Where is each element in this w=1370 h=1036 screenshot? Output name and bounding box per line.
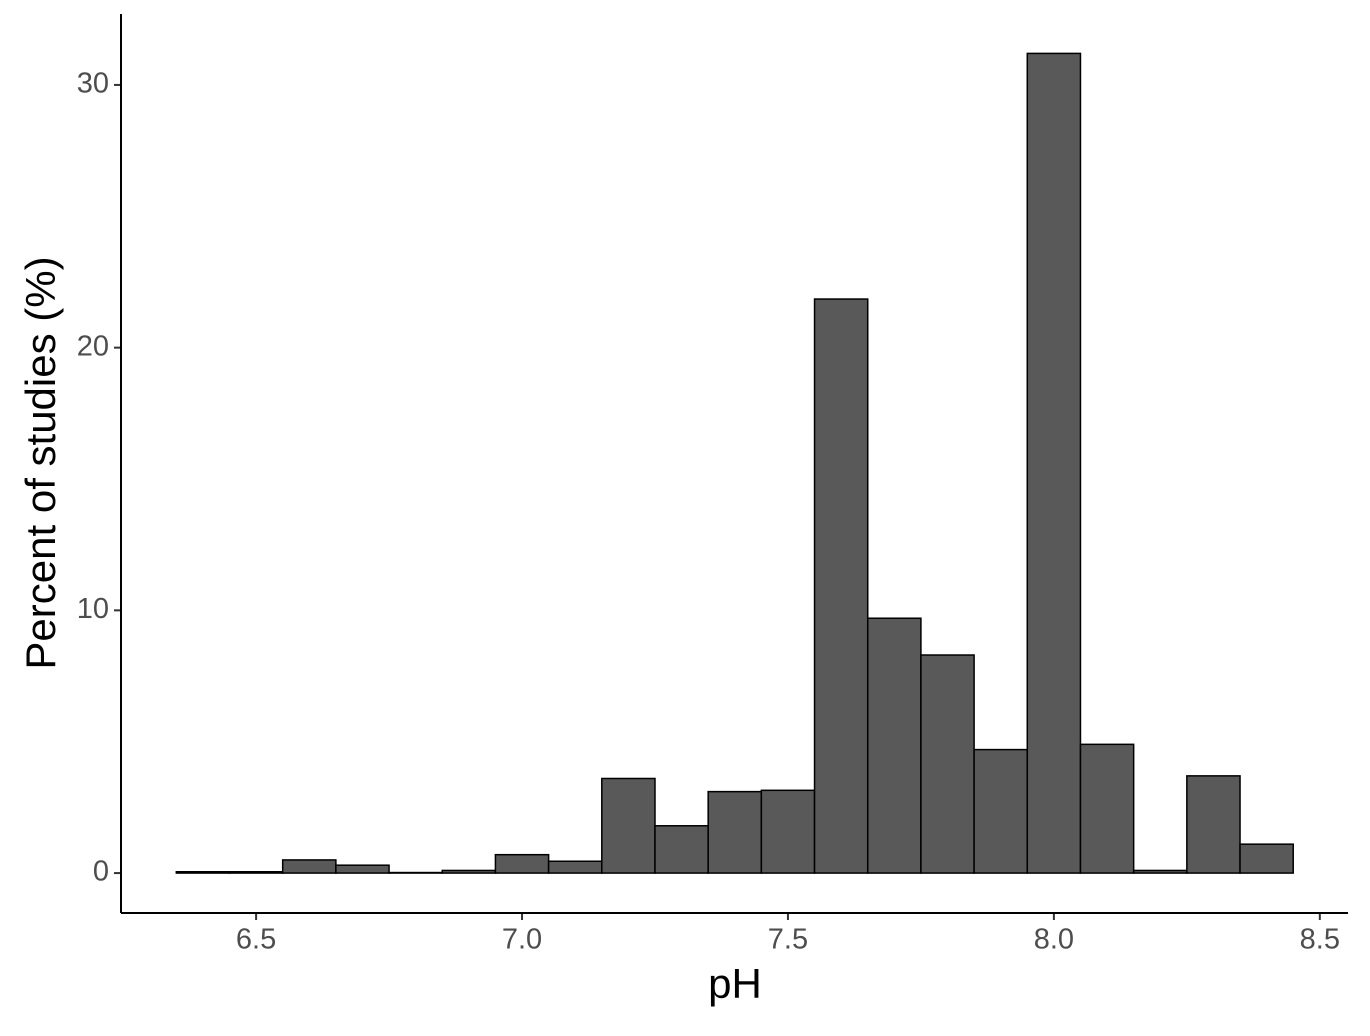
bar xyxy=(1186,775,1241,874)
bar xyxy=(335,864,390,874)
x-tick-label: 7.0 xyxy=(502,924,542,956)
y-tick-label: 30 xyxy=(77,68,109,100)
bar xyxy=(813,298,869,874)
bar xyxy=(1239,843,1294,874)
bar xyxy=(1026,52,1082,874)
bar xyxy=(920,654,975,874)
x-tick-label: 6.5 xyxy=(236,924,276,956)
bar xyxy=(973,748,1029,874)
bar xyxy=(281,859,337,874)
bar xyxy=(760,789,816,874)
bar xyxy=(175,871,231,874)
y-tick-label: 10 xyxy=(77,593,109,625)
bar xyxy=(866,617,922,874)
y-tick-label: 0 xyxy=(93,856,109,888)
y-tick-label: 20 xyxy=(77,330,109,362)
bar xyxy=(1132,869,1188,874)
bar xyxy=(441,869,497,874)
bar xyxy=(547,860,603,874)
x-tick-label: 7.5 xyxy=(768,924,808,956)
bar xyxy=(228,871,284,874)
bar xyxy=(1079,743,1135,874)
y-axis-title: Percent of studies (%) xyxy=(17,256,64,669)
bar xyxy=(601,777,656,874)
x-tick-label: 8.5 xyxy=(1300,924,1340,956)
bar xyxy=(388,871,443,874)
x-tick-label: 8.0 xyxy=(1034,924,1074,956)
bar xyxy=(707,790,763,874)
x-axis-title: pH xyxy=(708,960,762,1007)
bar xyxy=(494,853,550,874)
bar xyxy=(654,825,709,874)
